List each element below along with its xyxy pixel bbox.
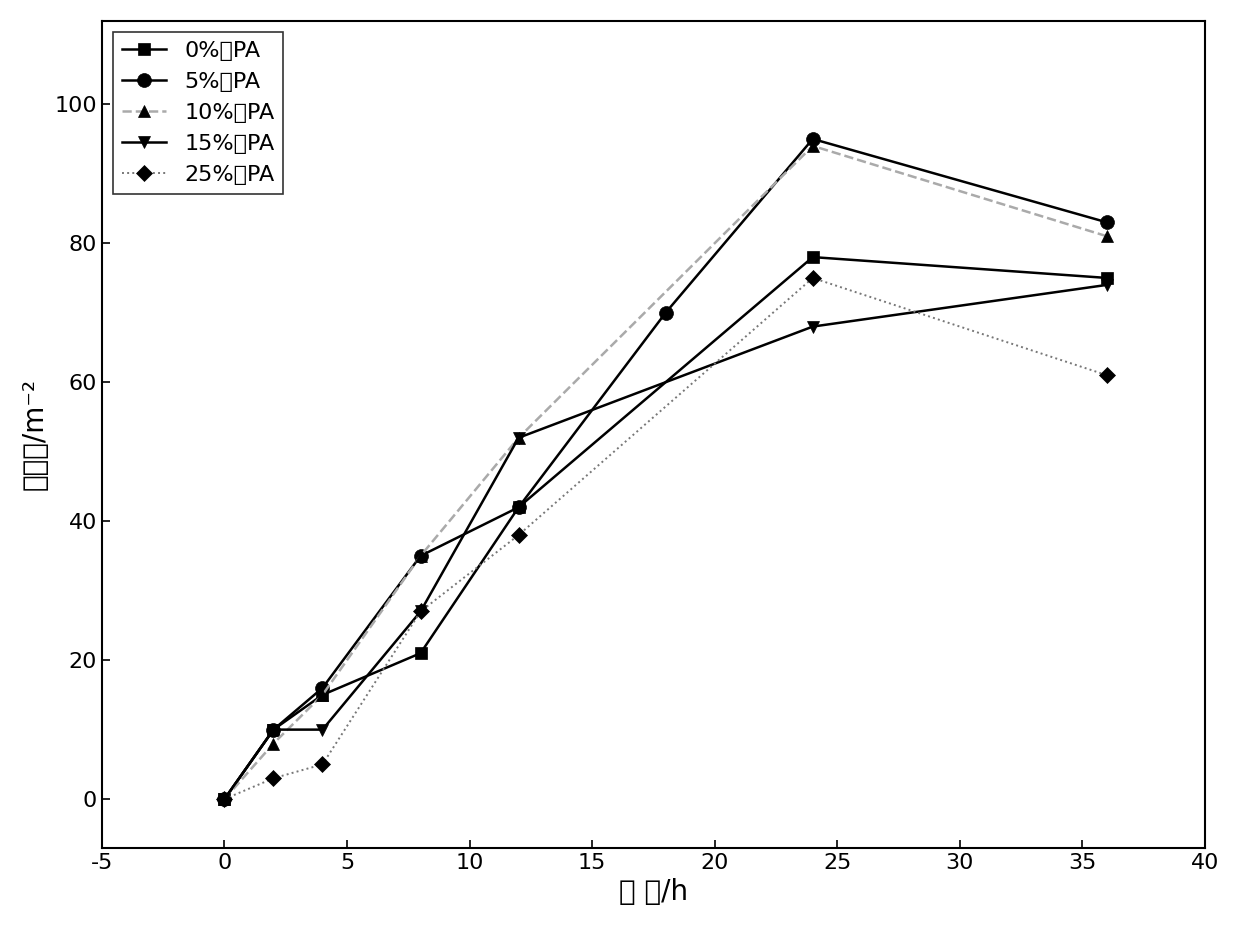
5%的PA <box>805 133 820 145</box>
Line: 10%的PA: 10%的PA <box>218 140 1114 806</box>
0%的PA <box>413 648 428 659</box>
Line: 15%的PA: 15%的PA <box>218 279 1114 806</box>
5%的PA <box>658 307 673 318</box>
0%的PA <box>267 724 281 735</box>
X-axis label: 时 间/h: 时 间/h <box>619 878 688 907</box>
10%的PA <box>511 432 526 443</box>
15%的PA <box>413 606 428 617</box>
15%的PA <box>1100 279 1115 290</box>
25%的PA <box>217 794 232 805</box>
5%的PA <box>267 724 281 735</box>
Y-axis label: 吸油率/m⁻²: 吸油率/m⁻² <box>21 378 48 490</box>
25%的PA <box>511 529 526 540</box>
0%的PA <box>511 502 526 513</box>
Line: 5%的PA: 5%的PA <box>217 132 1114 806</box>
5%的PA <box>413 551 428 562</box>
25%的PA <box>315 759 330 770</box>
0%的PA <box>217 794 232 805</box>
5%的PA <box>511 502 526 513</box>
15%的PA <box>267 724 281 735</box>
Line: 0%的PA: 0%的PA <box>218 251 1114 806</box>
0%的PA <box>315 690 330 701</box>
25%的PA <box>805 273 820 284</box>
10%的PA <box>1100 231 1115 242</box>
0%的PA <box>805 251 820 262</box>
15%的PA <box>217 794 232 805</box>
15%的PA <box>511 432 526 443</box>
10%的PA <box>805 140 820 151</box>
5%的PA <box>1100 217 1115 228</box>
5%的PA <box>217 794 232 805</box>
Legend: 0%的PA, 5%的PA, 10%的PA, 15%的PA, 25%的PA: 0%的PA, 5%的PA, 10%的PA, 15%的PA, 25%的PA <box>113 32 283 194</box>
25%的PA <box>1100 370 1115 381</box>
25%的PA <box>267 773 281 784</box>
10%的PA <box>315 690 330 701</box>
25%的PA <box>413 606 428 617</box>
15%的PA <box>805 321 820 332</box>
10%的PA <box>267 738 281 749</box>
10%的PA <box>217 794 232 805</box>
0%的PA <box>1100 273 1115 284</box>
5%的PA <box>315 682 330 693</box>
Line: 25%的PA: 25%的PA <box>219 273 1112 805</box>
10%的PA <box>413 551 428 562</box>
15%的PA <box>315 724 330 735</box>
